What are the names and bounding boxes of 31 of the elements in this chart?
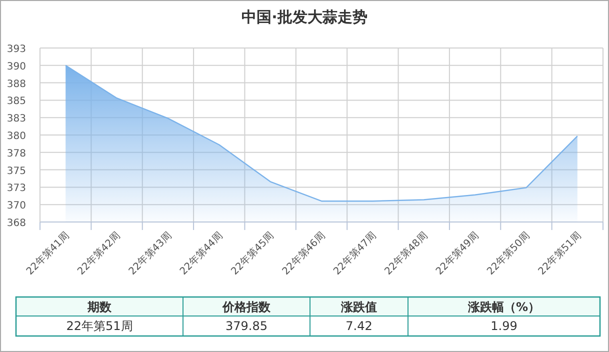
x-tick-label: 22年第45周 [228, 230, 276, 278]
y-tick-label: 380 [6, 131, 26, 142]
x-tick-label: 22年第48周 [382, 230, 430, 278]
title: 中国·批发大蒜走势 [242, 8, 368, 26]
text: 7.42 [346, 319, 372, 333]
y-tick-label: 378 [6, 148, 26, 160]
text: 1.99 [490, 319, 518, 333]
y-tick-label: 368 [6, 218, 26, 229]
text: 涨跌幅（%） [466, 300, 540, 314]
y-tick-label: 388 [6, 78, 26, 90]
text: 22年第51周 [66, 319, 133, 333]
x-tick-label: 22年第50周 [484, 230, 532, 278]
x-tick-label: 22年第41周 [24, 230, 72, 278]
text: 379.85 [226, 319, 268, 333]
y-tick-label: 375 [6, 166, 26, 177]
text: 期数 [86, 300, 112, 314]
x-tick-label: 22年第46周 [280, 230, 328, 278]
text: 价格指数 [222, 300, 272, 314]
y-tick-label: 373 [6, 183, 26, 194]
y-tick-label: 390 [6, 61, 26, 72]
x-tick-label: 22年第44周 [178, 230, 226, 278]
y-tick-label: 393 [6, 44, 26, 55]
text: 涨跌值 [340, 300, 377, 314]
x-tick-label: 22年第42周 [75, 230, 123, 278]
x-tick-label: 22年第49周 [433, 230, 482, 278]
x-tick-label: 22年第43周 [126, 230, 174, 278]
y-tick-label: 385 [6, 96, 26, 108]
x-tick-label: 22年第51周 [536, 230, 584, 278]
y-tick-label: 383 [6, 114, 26, 125]
y-tick-label: 370 [6, 200, 26, 212]
x-tick-label: 22年第47周 [331, 230, 379, 278]
